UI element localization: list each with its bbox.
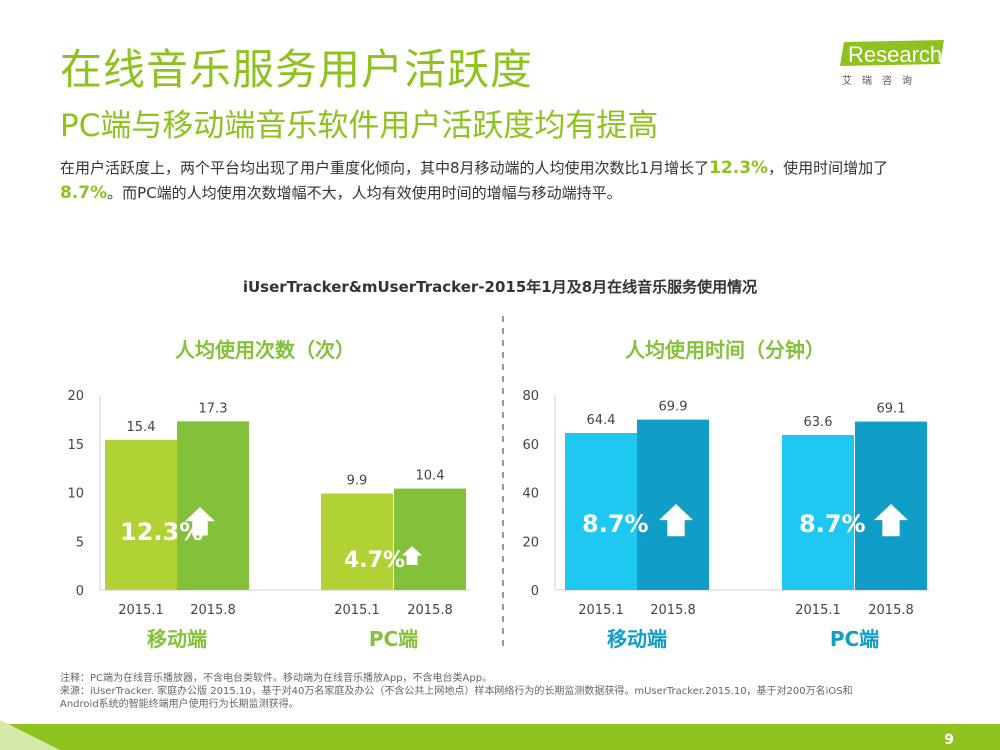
chart-1-growth-0: 8.7% <box>582 510 649 538</box>
chart-0-ytick-3: 15 <box>67 438 84 453</box>
chart-0-xtick-0-1: 2015.8 <box>190 603 236 618</box>
chart-1-group-0: 移动端 <box>607 627 667 651</box>
chart-1-ytick-4: 80 <box>522 389 539 404</box>
summary-part-2: ，使用时间增加了 <box>768 159 889 177</box>
iresearch-logo: i Research 艾瑞咨询 <box>836 38 946 88</box>
chart-0-ytick-0: 0 <box>76 584 84 599</box>
bottom-bar <box>0 724 1000 750</box>
chart-0-bar-0-1 <box>177 421 249 590</box>
chart-1-label-0-1: 69.9 <box>659 400 688 415</box>
chart-0-bar-1-0 <box>321 493 393 590</box>
chart-0-growth-arrow-icon-1 <box>402 546 422 565</box>
chart-0-growth-1: 4.7% <box>344 548 405 573</box>
chart-1-xtick-1-1: 2015.8 <box>868 603 914 618</box>
corner-decoration <box>0 720 60 750</box>
chart-0-bar-0-0 <box>105 439 177 590</box>
chart-1-xtick-0-0: 2015.1 <box>578 603 624 618</box>
chart-1-growth-1: 8.7% <box>799 510 866 538</box>
chart-0-group-0: 移动端 <box>147 627 207 651</box>
chart-title: iUserTracker&mUserTracker-2015年1月及8月在线音乐… <box>242 278 758 296</box>
footnote-line-3: Android系统的智能终端用户使用行为长期监测获得。 <box>60 699 299 710</box>
chart-1-bar-0-0 <box>565 433 637 590</box>
summary-part-1: 在用户活跃度上，两个平台均出现了用户重度化倾向，其中8月移动端的人均使用次数比1… <box>60 159 710 177</box>
chart-0-xtick-0-0: 2015.1 <box>118 603 164 618</box>
chart-0-bar-1-1 <box>394 488 466 590</box>
chart-1-title: 人均使用时间（分钟） <box>625 338 825 362</box>
logo-cn: 艾瑞咨询 <box>842 76 922 87</box>
chart-0-ytick-2: 10 <box>67 487 84 502</box>
chart-0-ytick-1: 5 <box>76 535 84 550</box>
chart-1-ytick-0: 0 <box>531 584 539 599</box>
logo-badge-icon <box>840 40 944 66</box>
footnote-line-1: 注释：PC端为在线音乐播放器，不含电台类软件。移动端为在线音乐播放App，不含电… <box>60 673 493 684</box>
page-title: 在线音乐服务用户活跃度 <box>60 45 534 94</box>
chart-1-xtick-0-1: 2015.8 <box>650 603 696 618</box>
chart-1-group-1: PC端 <box>830 627 879 651</box>
summary-highlight-1: 12.3% <box>709 158 769 178</box>
logo-brand: Research <box>848 42 943 67</box>
page-subtitle: PC端与移动端音乐软件用户活跃度均有提高 <box>60 108 659 144</box>
logo-i: i <box>836 42 843 67</box>
chart-1-label-1-1: 69.1 <box>877 402 906 417</box>
chart-1-bar-1-0 <box>782 434 854 590</box>
chart-1-xtick-1-0: 2015.1 <box>795 603 841 618</box>
page-number: 9 <box>944 732 954 748</box>
summary-part-3: 。而PC端的人均使用次数增幅不大，人均有效使用时间的增幅与移动端持平。 <box>107 184 622 202</box>
chart-0-ytick-4: 20 <box>67 389 84 404</box>
chart-0-xtick-1-0: 2015.1 <box>334 603 380 618</box>
chart-0-growth-arrow-icon-0 <box>185 507 215 536</box>
chart-1-label-0-0: 64.4 <box>587 413 616 428</box>
chart-0-label-1-0: 9.9 <box>347 473 368 488</box>
chart-0-label-0-1: 17.3 <box>199 401 228 416</box>
chart-1-growth-arrow-icon-0 <box>659 504 693 537</box>
summary-highlight-2: 8.7% <box>60 183 108 203</box>
chart-1-ytick-2: 40 <box>522 487 539 502</box>
footnote-line-2: 来源：iUserTracker. 家庭办公版 2015.10，基于对40万名家庭… <box>60 686 853 697</box>
chart-1-ytick-1: 20 <box>522 535 539 550</box>
chart-0-growth-0: 12.3% <box>120 518 203 546</box>
chart-0-title: 人均使用次数（次） <box>175 338 355 362</box>
footnote: 注释：PC端为在线音乐播放器，不含电台类软件。移动端为在线音乐播放App，不含电… <box>60 672 960 711</box>
chart-1-growth-arrow-icon-1 <box>874 504 908 537</box>
chart-1-label-1-0: 63.6 <box>804 415 833 430</box>
chart-1-ytick-3: 60 <box>522 438 539 453</box>
chart-1-bar-0-1 <box>637 419 709 590</box>
summary-text: 在用户活跃度上，两个平台均出现了用户重度化倾向，其中8月移动端的人均使用次数比1… <box>60 156 940 206</box>
chart-0-xtick-1-1: 2015.8 <box>407 603 453 618</box>
chart-0-label-1-1: 10.4 <box>416 469 445 484</box>
chart-0-label-0-0: 15.4 <box>127 420 156 435</box>
chart-0-group-1: PC端 <box>369 627 418 651</box>
